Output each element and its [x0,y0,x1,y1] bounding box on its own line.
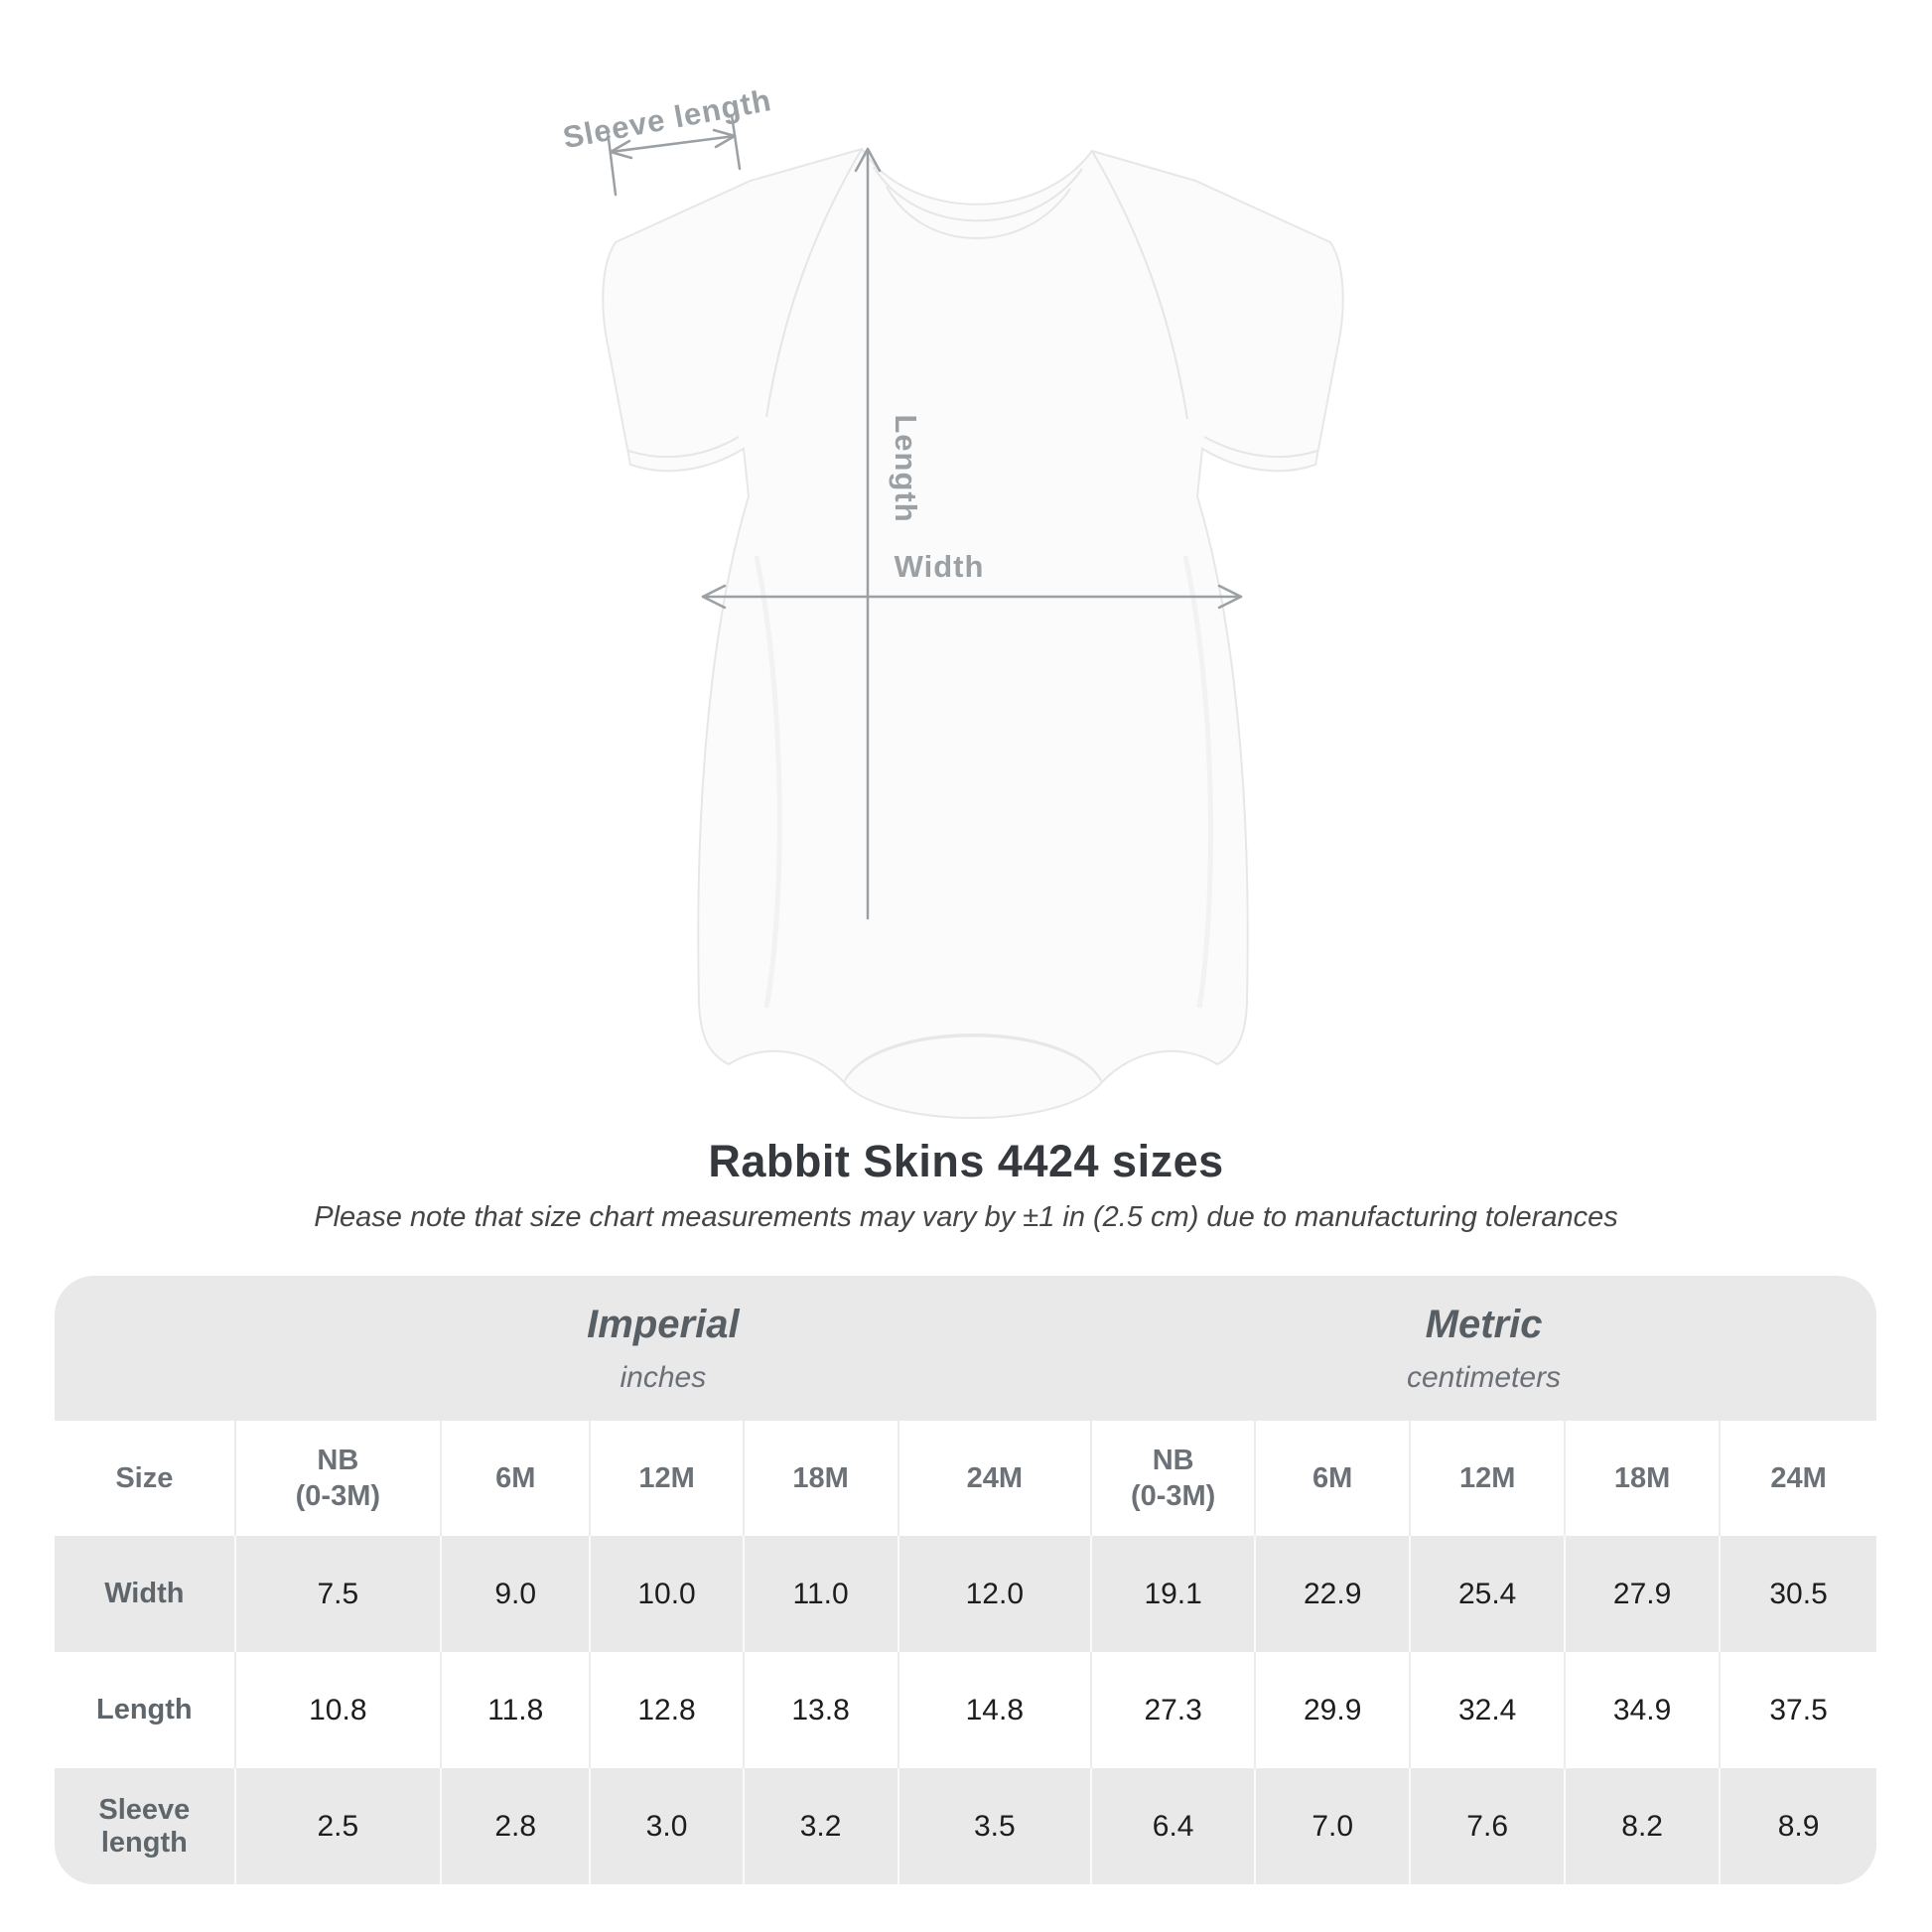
onesie-diagram-svg: Sleeve length Length Width [560,82,1344,1120]
table-cell: 37.5 [1719,1652,1876,1768]
sleeve-end-tick-left [606,129,618,197]
table-cell: 29.9 [1254,1652,1411,1768]
table-cell: 34.9 [1564,1652,1721,1768]
col-header-18m-imperial: 18M [742,1421,898,1536]
width-annotation: Width [701,549,1243,610]
shoulder-seam-right [1091,150,1188,420]
width-arrowhead-left [701,584,727,610]
length-annotation: Length [854,147,923,920]
table-cell: 13.8 [742,1652,898,1768]
sleeve-end-tick-right [730,113,742,171]
table-cell: 12.0 [897,1536,1092,1652]
table-cell: 11.0 [742,1536,898,1652]
col-header-6m-metric: 6M [1254,1421,1411,1536]
onesie-body [602,147,1344,1084]
row-width: Width 7.5 9.0 10.0 11.0 12.0 19.1 22.9 2… [55,1536,1876,1652]
col-header-12m-imperial: 12M [589,1421,744,1536]
row-label-sleeve-length: Sleeve length [55,1768,235,1884]
row-length: Length 10.8 11.8 12.8 13.8 14.8 27.3 29.… [55,1652,1876,1768]
imperial-group-header: Imperial inches [234,1276,1092,1421]
col-header-6m-imperial: 6M [439,1421,591,1536]
table-cell: 32.4 [1409,1652,1566,1768]
table-cell: 9.0 [439,1536,591,1652]
table-cell: 14.8 [897,1652,1092,1768]
size-diagram: Sleeve length Length Width [560,82,1344,1120]
title-block: Rabbit Skins 4424 sizes Please note that… [0,1139,1932,1234]
table-cell: 2.8 [439,1768,591,1884]
imperial-title: Imperial [587,1302,740,1346]
table-cell: 3.0 [589,1768,744,1884]
table-cell: 10.8 [233,1652,441,1768]
length-arrowhead-top [854,147,882,173]
neckline-band-outer [873,166,1083,222]
width-arrowhead-right [1217,584,1243,610]
table-cell: 2.5 [233,1768,441,1884]
table-cell: 3.5 [897,1768,1092,1884]
metric-group-header: Metric centimeters [1091,1276,1876,1421]
cuff-seam-right [1203,436,1318,459]
col-header-size: Size [55,1421,235,1536]
subtitle: Please note that size chart measurements… [314,1201,1618,1233]
col-header-nb-metric: NB (0-3M) [1090,1421,1256,1536]
table-cell: 10.0 [589,1536,744,1652]
metric-title: Metric [1425,1302,1543,1346]
col-header-12m-metric: 12M [1409,1421,1566,1536]
table-cell: 8.9 [1719,1768,1876,1884]
table-cell: 12.8 [589,1652,744,1768]
metric-unit: centimeters [1407,1360,1562,1394]
width-label: Width [895,549,985,584]
size-table: Imperial inches Metric centimeters Size … [55,1276,1876,1884]
row-label-length: Length [96,1694,193,1725]
page-title: Rabbit Skins 4424 sizes [708,1136,1224,1186]
table-cell: 27.9 [1564,1536,1721,1652]
table-cell: 30.5 [1719,1536,1876,1652]
table-cell: 6.4 [1090,1768,1256,1884]
table-cell: 7.6 [1409,1768,1566,1884]
row-label-width: Width [55,1536,235,1652]
crotch-flap [842,1035,1104,1120]
length-label: Length [889,414,923,522]
sleeve-length-annotation: Sleeve length [560,82,774,197]
unit-header-spacer [55,1276,235,1421]
table-cell: 27.3 [1090,1652,1256,1768]
table-cell: 8.2 [1564,1768,1721,1884]
column-header-row: Size NB (0-3M) 6M 12M 18M 24M NB (0-3M) … [55,1421,1876,1536]
table-cell: 25.4 [1409,1536,1566,1652]
imperial-unit: inches [620,1360,707,1394]
col-header-18m-metric: 18M [1564,1421,1721,1536]
fold-shading-left [754,555,782,1009]
shoulder-seam-left [765,148,863,418]
table-cell: 19.1 [1090,1536,1256,1652]
table-cell: 7.5 [233,1536,441,1652]
sleeve-measure-line [609,134,737,154]
table-cell: 3.2 [742,1768,898,1884]
fold-shading-right [1182,555,1214,1009]
table-cell: 7.0 [1254,1768,1411,1884]
onesie-illustration [602,147,1344,1120]
col-header-nb-imperial: NB (0-3M) [233,1421,441,1536]
col-header-24m-imperial: 24M [897,1421,1092,1536]
unit-header-row: Imperial inches Metric centimeters [55,1276,1876,1421]
table-cell: 22.9 [1254,1536,1411,1652]
table-cell: 11.8 [439,1652,591,1768]
cuff-seam-left [627,436,740,459]
col-header-24m-metric: 24M [1719,1421,1876,1536]
row-sleeve-length: Sleeve length 2.5 2.8 3.0 3.2 3.5 6.4 7.… [55,1768,1876,1884]
neckline-band-inner [886,186,1071,239]
